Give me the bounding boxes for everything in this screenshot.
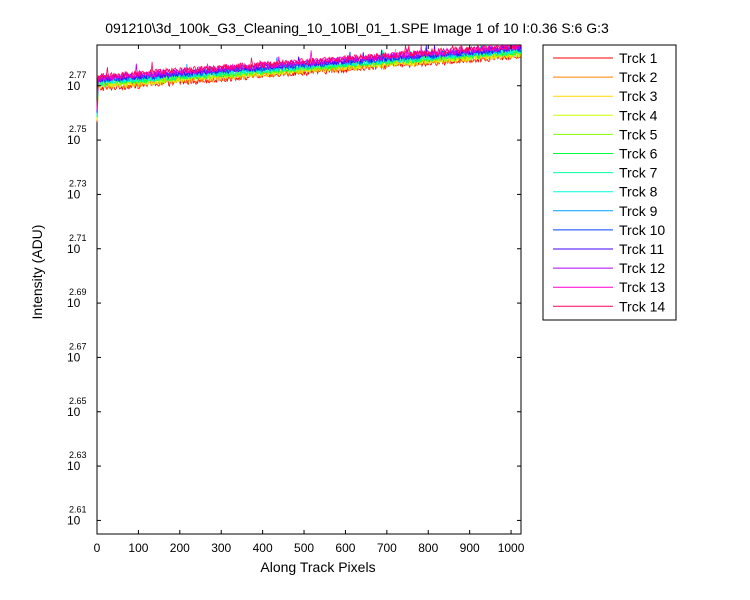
- legend-label: Trck 12: [619, 260, 665, 276]
- legend-label: Trck 8: [619, 184, 658, 200]
- y-tick-exponent: 2.71: [69, 233, 87, 243]
- x-tick-label: 100: [128, 541, 148, 555]
- legend-items: Trck 1 Trck 2 Trck 3 Trck 4 Trck 5 Trck 6 Trck…: [553, 50, 665, 314]
- chart-title: 091210\3d_100k_G3_Cleaning_10_10Bl_01_1.…: [105, 20, 609, 36]
- legend-label: Trck 1: [619, 50, 658, 66]
- y-tick-base: 10: [67, 133, 81, 147]
- plot-area: 0 100 200 300 400 500 600 700 800 900 1000 102.611…: [67, 44, 525, 555]
- y-tick-base: 10: [67, 79, 81, 93]
- legend-label: Trck 7: [619, 165, 658, 181]
- x-axis-title: Along Track Pixels: [260, 559, 375, 575]
- legend-label: Trck 6: [619, 146, 658, 162]
- y-tick-exponent: 2.61: [69, 504, 87, 514]
- x-tick-label: 600: [335, 541, 355, 555]
- x-axis: 0 100 200 300 400 500 600 700 800 900 1000: [94, 45, 525, 555]
- x-tick-label: 0: [94, 541, 101, 555]
- y-tick-base: 10: [67, 459, 81, 473]
- legend-label: Trck 10: [619, 222, 665, 238]
- series-line-7: [96, 45, 521, 116]
- legend-label: Trck 4: [619, 107, 658, 123]
- legend-label: Trck 14: [619, 298, 665, 314]
- x-tick-label: 900: [460, 541, 480, 555]
- legend-label: Trck 2: [619, 69, 658, 85]
- y-tick-exponent: 2.63: [69, 450, 87, 460]
- legend-label: Trck 5: [619, 126, 658, 142]
- y-tick-base: 10: [67, 350, 81, 364]
- legend-box: [542, 44, 677, 321]
- y-tick-base: 10: [67, 405, 81, 419]
- legend-label: Trck 13: [619, 279, 665, 295]
- y-tick-exponent: 2.69: [69, 287, 87, 297]
- legend-label: Trck 3: [619, 88, 658, 104]
- x-tick-label: 500: [294, 541, 314, 555]
- x-tick-label: 400: [253, 541, 273, 555]
- x-tick-label: 200: [170, 541, 190, 555]
- y-tick-base: 10: [67, 296, 81, 310]
- x-tick-label: 800: [418, 541, 438, 555]
- y-tick-base: 10: [67, 187, 81, 201]
- legend-label: Trck 11: [619, 241, 664, 257]
- y-tick-exponent: 2.77: [69, 70, 87, 80]
- y-tick-exponent: 2.65: [69, 396, 87, 406]
- plot-frame: [96, 44, 522, 535]
- y-tick-exponent: 2.67: [69, 341, 87, 351]
- series-line-10: [96, 44, 521, 113]
- series-group: [96, 44, 521, 123]
- x-tick-label: 700: [377, 541, 397, 555]
- legend-label: Trck 9: [619, 203, 658, 219]
- legend: Trck 1 Trck 2 Trck 3 Trck 4 Trck 5 Trck 6 Trck…: [542, 44, 677, 321]
- y-axis: 102.61102.63102.65102.67102.69102.71102.…: [67, 70, 521, 527]
- y-axis-title: Intensity (ADU): [29, 225, 45, 320]
- y-tick-base: 10: [67, 242, 81, 256]
- x-tick-label: 300: [211, 541, 231, 555]
- y-tick-base: 10: [67, 513, 81, 527]
- series-line-14: [96, 44, 521, 109]
- x-tick-label: 1000: [498, 541, 525, 555]
- y-tick-exponent: 2.73: [69, 178, 87, 188]
- y-tick-exponent: 2.75: [69, 124, 87, 134]
